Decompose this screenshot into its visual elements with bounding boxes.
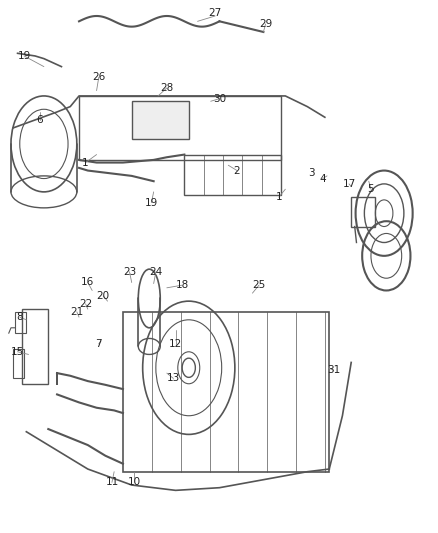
Bar xyxy=(184,155,280,195)
Text: 4: 4 xyxy=(318,174,325,183)
Bar xyxy=(13,349,24,378)
Text: 15: 15 xyxy=(11,347,24,357)
Text: 26: 26 xyxy=(92,72,105,82)
Bar xyxy=(350,197,374,227)
Text: 19: 19 xyxy=(18,51,31,61)
Text: 22: 22 xyxy=(79,299,92,309)
Text: 1: 1 xyxy=(82,158,89,167)
Text: 3: 3 xyxy=(307,168,314,178)
Text: 13: 13 xyxy=(166,374,180,383)
Bar xyxy=(15,312,26,333)
Text: 30: 30 xyxy=(212,94,226,103)
Text: 8: 8 xyxy=(16,312,23,322)
Text: 23: 23 xyxy=(123,267,136,277)
Bar xyxy=(79,96,280,160)
Text: 12: 12 xyxy=(169,339,182,349)
Text: 1: 1 xyxy=(275,192,282,202)
Text: 19: 19 xyxy=(145,198,158,207)
Bar xyxy=(123,312,328,472)
Bar xyxy=(131,101,188,139)
Text: 31: 31 xyxy=(326,366,339,375)
Text: 16: 16 xyxy=(81,278,94,287)
Text: 10: 10 xyxy=(127,478,140,487)
Text: 7: 7 xyxy=(95,339,102,349)
Text: 17: 17 xyxy=(342,179,355,189)
Text: 27: 27 xyxy=(208,9,221,18)
Text: 5: 5 xyxy=(367,184,374,194)
Text: 29: 29 xyxy=(258,19,272,29)
Text: 24: 24 xyxy=(149,267,162,277)
Text: 28: 28 xyxy=(160,83,173,93)
Text: 21: 21 xyxy=(70,307,83,317)
Text: 20: 20 xyxy=(96,291,110,301)
Text: 2: 2 xyxy=(233,166,240,175)
Text: 25: 25 xyxy=(252,280,265,290)
Bar xyxy=(22,309,48,384)
Text: 6: 6 xyxy=(36,115,43,125)
Text: 11: 11 xyxy=(105,478,118,487)
Text: 18: 18 xyxy=(175,280,188,290)
